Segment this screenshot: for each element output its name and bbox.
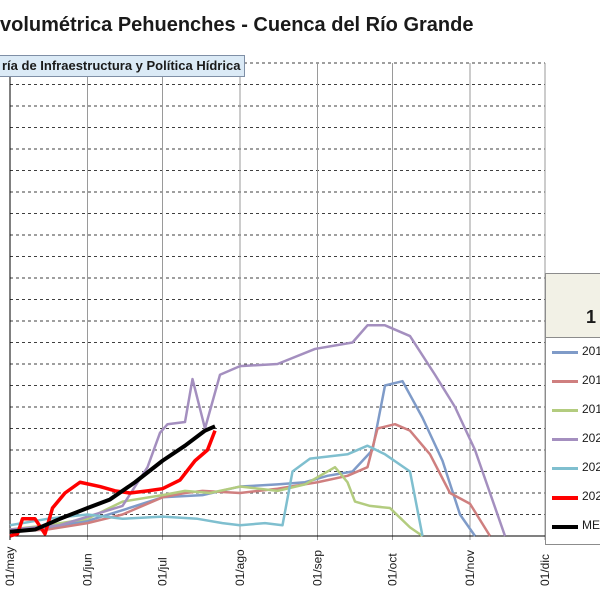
legend-label: 201 (582, 402, 600, 416)
x-tick-label: 01/dic (538, 554, 552, 586)
legend: 1 201 201 201 202 202 202 MEI (545, 273, 600, 545)
x-tick-label: 01/ago (233, 549, 247, 586)
series-line-7 (9, 424, 216, 534)
legend-entry: 201 (546, 371, 600, 391)
legend-entry: 201 (546, 400, 600, 420)
legend-entry: 201 (546, 342, 600, 362)
legend-swatch (552, 351, 578, 354)
chart-title: volumétrica Pehuenches - Cuenca del Río … (0, 14, 474, 36)
legend-header-text: 1 (586, 307, 597, 327)
x-tick-label: 01/jul (156, 557, 170, 586)
legend-swatch (552, 525, 578, 529)
series-line-5 (9, 444, 424, 537)
x-tick-label: 01/sep (311, 550, 325, 586)
x-tick-label: 01/may (3, 547, 17, 586)
legend-swatch (552, 438, 578, 441)
x-tick-labels: 01/may 01/jun 01/jul 01/ago 01/sep 01/oct 01/n… (3, 547, 552, 586)
legend-header: 1 (546, 274, 600, 338)
legend-label: 201 (582, 344, 600, 358)
series-line-4 (9, 324, 507, 537)
subtitle-text: ría de Infraestructura y Política Hídric… (2, 58, 241, 73)
legend-label: 201 (582, 373, 600, 387)
legend-label: 202 (582, 431, 600, 445)
series-line-3 (9, 465, 424, 538)
grid (9, 62, 546, 540)
legend-entry: 202 (546, 429, 600, 449)
x-tick-label: 01/nov (463, 550, 477, 586)
legend-swatch (552, 467, 578, 470)
legend-swatch (552, 409, 578, 412)
legend-label: MEI (582, 518, 600, 532)
series-lines (9, 324, 507, 538)
x-tick-label: 01/oct (386, 553, 400, 586)
legend-entry: MEI (546, 516, 600, 536)
legend-entry: 202 (546, 458, 600, 478)
legend-label: 202 (582, 489, 600, 503)
series-line-2 (9, 422, 492, 537)
legend-entry: 202 (546, 487, 600, 507)
legend-swatch (552, 496, 578, 500)
x-tick-label: 01/jun (81, 553, 95, 586)
legend-swatch (552, 380, 578, 383)
series-line-6 (9, 430, 217, 538)
legend-label: 202 (582, 460, 600, 474)
subtitle-box: ría de Infraestructura y Política Hídric… (0, 55, 245, 77)
